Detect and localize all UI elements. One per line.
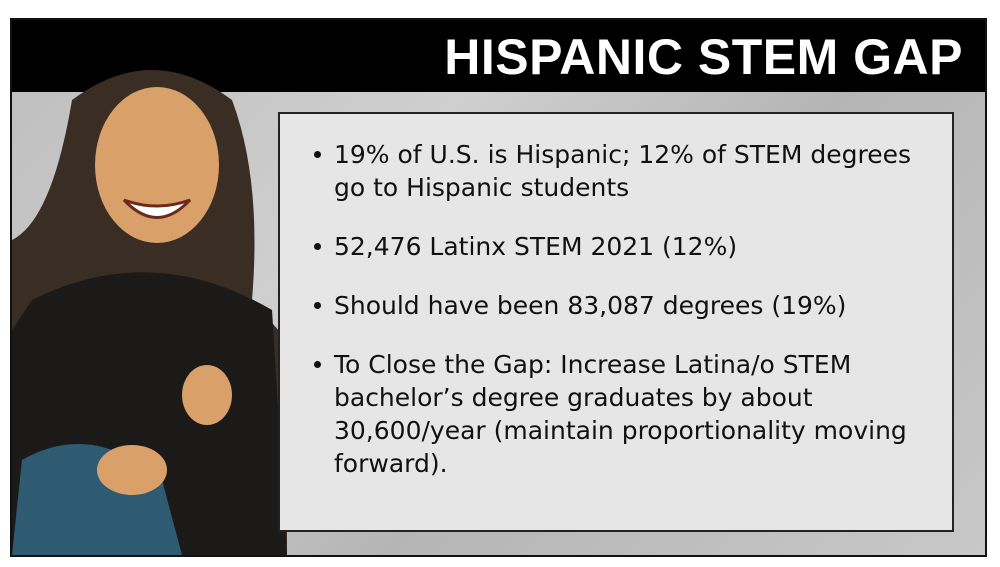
bullet-dot	[314, 151, 321, 158]
bullet-item: To Close the Gap: Increase Latina/o STEM…	[314, 348, 932, 480]
bullet-item: 19% of U.S. is Hispanic; 12% of STEM deg…	[314, 138, 932, 204]
smile	[122, 198, 192, 219]
face	[95, 87, 219, 243]
text-box: 19% of U.S. is Hispanic; 12% of STEM deg…	[278, 112, 954, 532]
photo	[12, 70, 287, 555]
hand	[182, 365, 232, 425]
bullet-dot	[314, 361, 321, 368]
bullet-text: 19% of U.S. is Hispanic; 12% of STEM deg…	[334, 140, 911, 202]
bullet-dot	[314, 302, 321, 309]
hand	[97, 445, 167, 495]
slide: HISPANIC STEM GAP 19% of U.S. is Hispani…	[10, 18, 987, 557]
bullet-item: Should have been 83,087 degrees (19%)	[314, 289, 932, 322]
slide-title: HISPANIC STEM GAP	[444, 29, 963, 85]
bullet-text: Should have been 83,087 degrees (19%)	[334, 291, 847, 320]
bullet-text: 52,476 Latinx STEM 2021 (12%)	[334, 232, 738, 261]
bullet-dot	[314, 243, 321, 250]
bullet-text: To Close the Gap: Increase Latina/o STEM…	[334, 350, 907, 478]
bullet-list: 19% of U.S. is Hispanic; 12% of STEM deg…	[280, 114, 952, 480]
bullet-item: 52,476 Latinx STEM 2021 (12%)	[314, 230, 932, 263]
